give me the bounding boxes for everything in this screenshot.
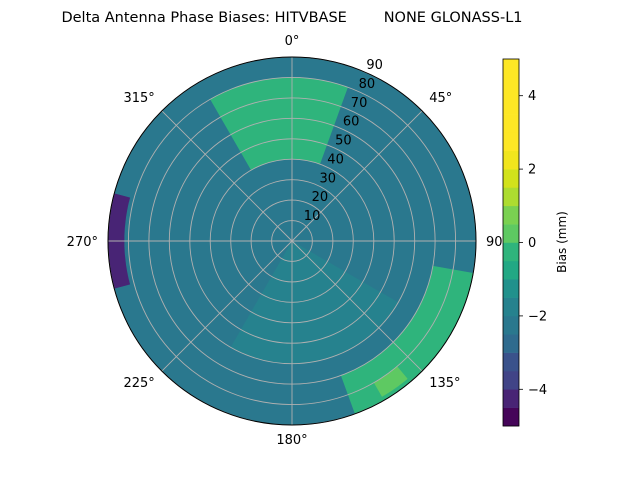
radial-tick-label: 40 bbox=[327, 152, 344, 167]
colorbar-segment bbox=[503, 242, 519, 262]
colorbar-segment bbox=[503, 59, 519, 78]
radial-tick-label: 30 bbox=[320, 171, 337, 186]
colorbar-segment bbox=[503, 187, 519, 207]
contour-region bbox=[340, 265, 474, 414]
radial-tick-labels: 10 20 30 40 50 60 70 80 90 bbox=[304, 58, 383, 224]
chart-title: Delta Antenna Phase Biases: HITVBASE NON… bbox=[61, 10, 522, 26]
radial-tick-label: 90 bbox=[366, 58, 383, 73]
colorbar-segment bbox=[503, 279, 519, 298]
colorbar-segment bbox=[503, 224, 519, 243]
colorbar-tick-label: 4 bbox=[528, 89, 536, 104]
colorbar-segment bbox=[503, 95, 519, 115]
colorbar-segment bbox=[503, 407, 519, 427]
azimuth-gridline bbox=[291, 110, 423, 242]
colorbar-segment bbox=[503, 150, 519, 170]
radial-tick-label: 50 bbox=[335, 134, 352, 149]
radial-tick-label: 20 bbox=[312, 190, 329, 205]
polar-grid bbox=[107, 56, 477, 426]
contour-region bbox=[230, 241, 399, 364]
colorbar-segment bbox=[503, 297, 519, 317]
azimuth-gridline bbox=[291, 240, 423, 372]
contour-region bbox=[373, 366, 408, 397]
azimuth-gridline bbox=[161, 110, 293, 242]
azimuth-tick-label: 270° bbox=[67, 235, 98, 250]
colorbar-tick-label: −4 bbox=[528, 383, 547, 398]
colorbar-tick-label: 2 bbox=[528, 163, 536, 178]
colorbar-tick-label: 0 bbox=[528, 236, 536, 251]
colorbar-segment bbox=[503, 260, 519, 280]
colorbar: −4 −2 0 2 4 bbox=[502, 58, 547, 427]
radial-tick-label: 10 bbox=[304, 209, 321, 224]
colorbar-tick-label: −2 bbox=[528, 309, 547, 324]
colorbar-segment bbox=[503, 205, 519, 225]
azimuth-tick-label: 180° bbox=[276, 433, 307, 448]
colorbar-segment bbox=[503, 315, 519, 335]
colorbar-segment bbox=[503, 114, 519, 133]
azimuth-gridline bbox=[161, 240, 293, 372]
azimuth-tick-label: 315° bbox=[123, 91, 154, 106]
colorbar-segment bbox=[503, 370, 519, 390]
plot-border bbox=[107, 56, 477, 426]
radial-tick-label: 60 bbox=[343, 115, 360, 130]
colorbar-segment bbox=[503, 334, 519, 353]
azimuth-tick-label: 45° bbox=[429, 91, 452, 106]
colorbar-segment bbox=[503, 77, 519, 96]
azimuth-tick-label: 135° bbox=[429, 376, 460, 391]
colorbar-segment bbox=[503, 169, 519, 188]
radial-tick-label: 70 bbox=[351, 96, 368, 111]
azimuth-tick-label: 0° bbox=[285, 34, 300, 49]
azimuth-tick-labels: 0° 45° 90 135° 180° 225° 270° 315° bbox=[67, 34, 503, 448]
colorbar-segment bbox=[503, 389, 519, 408]
contour-region bbox=[210, 77, 348, 171]
colorbar-segment bbox=[503, 132, 519, 152]
colorbar-segment bbox=[503, 352, 519, 372]
radial-tick-label: 80 bbox=[359, 77, 376, 92]
azimuth-tick-label: 90 bbox=[486, 235, 503, 250]
azimuth-tick-label: 225° bbox=[123, 376, 154, 391]
colorbar-label: Bias (mm) bbox=[555, 211, 569, 273]
